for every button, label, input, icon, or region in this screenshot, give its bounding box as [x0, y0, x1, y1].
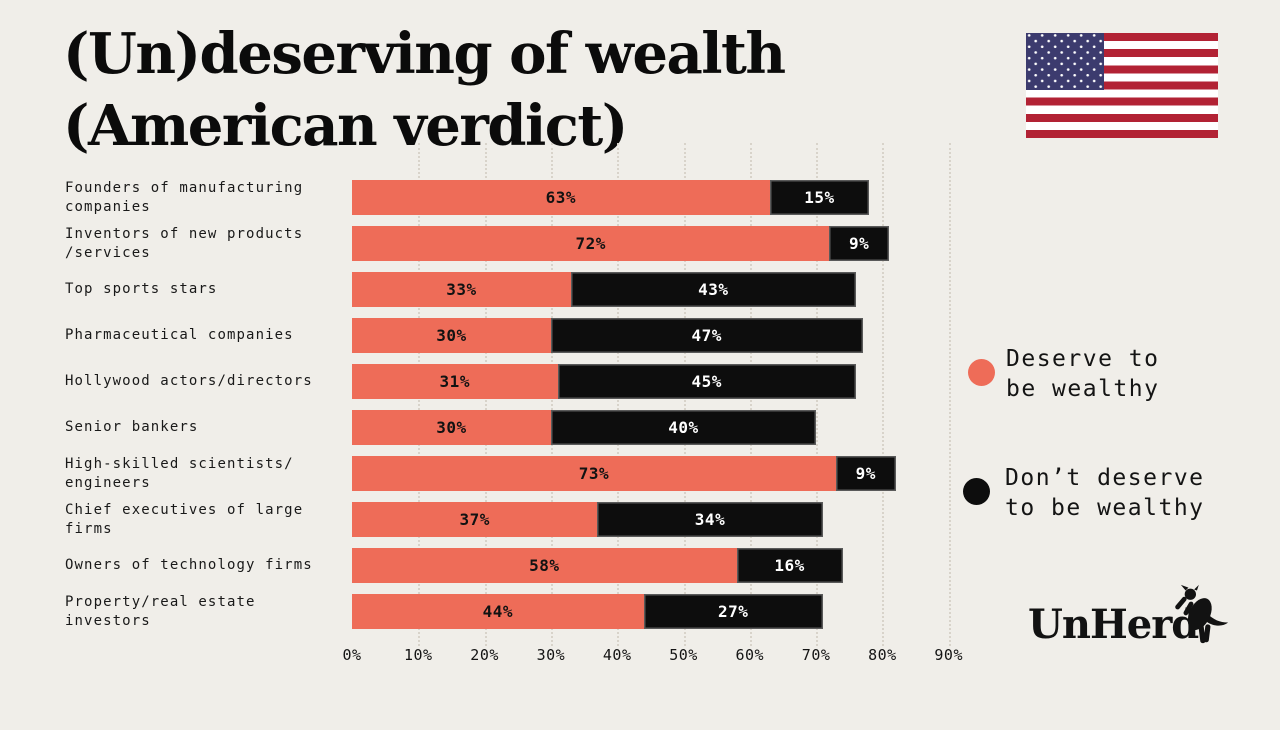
- chart-title-line2: (American verdict): [63, 93, 628, 159]
- bar-value-label: 73%: [578, 464, 610, 483]
- bar-value-label: 16%: [774, 556, 805, 575]
- bar-segment-deserve: 72%: [352, 226, 830, 261]
- bar-segment-deserve: 73%: [352, 456, 836, 491]
- bar-track: 30% 40%: [352, 410, 1015, 445]
- bar-segment-deserve: 30%: [352, 410, 551, 445]
- gridline: [948, 143, 951, 646]
- bar-track: 44% 27%: [352, 594, 1015, 629]
- x-axis-tick: 70%: [801, 646, 831, 664]
- bar-row: Pharmaceutical companies 30% 47%: [65, 318, 1015, 353]
- category-label: Top sports stars: [65, 281, 218, 297]
- bar-value-label: 45%: [691, 372, 722, 391]
- bar-value-label: 9%: [849, 234, 870, 253]
- category-label: Senior bankers: [65, 419, 199, 435]
- x-axis-tick: 50%: [669, 646, 698, 664]
- bar-row: Top sports stars 33% 43%: [65, 272, 1015, 307]
- bar-segment-dont-deserve: 34%: [597, 502, 823, 537]
- bar-segment-deserve: 63%: [352, 180, 770, 215]
- bar-segment-dont-deserve: 27%: [643, 594, 823, 629]
- legend-dot-dont-deserve: [963, 478, 990, 505]
- x-axis-tick: 0%: [342, 646, 362, 664]
- bar-track: 72% 9%: [352, 226, 1015, 261]
- bar-row: High-skilled scientists/engineers 73% 9%: [65, 456, 1015, 491]
- x-axis-tick: 30%: [536, 646, 566, 664]
- x-axis: 0% 10% 20% 30% 40% 50% 60% 70% 80% 90%: [342, 646, 1015, 666]
- bar-value-label: 34%: [694, 510, 726, 529]
- bar-segment-dont-deserve: 47%: [550, 318, 863, 353]
- category-label: High-skilled scientists/engineers: [65, 455, 294, 491]
- bar-row: Founders of manufacturing companies 63% 15%: [65, 180, 1015, 215]
- bar-value-label: 40%: [668, 418, 699, 437]
- bar-value-label: 9%: [855, 464, 876, 483]
- bar-row: Property/real estate investors 44% 27%: [65, 594, 1015, 629]
- bar-value-label: 63%: [545, 188, 577, 207]
- bar-value-label: 30%: [436, 418, 467, 437]
- bar-value-label: 72%: [575, 234, 606, 253]
- x-axis-tick: 90%: [934, 646, 963, 664]
- gridline: [882, 143, 885, 646]
- bar-segment-deserve: 44%: [352, 594, 644, 629]
- bar-row: Owners of technology firms 58% 16%: [65, 548, 1015, 583]
- bar-value-label: 43%: [698, 280, 729, 299]
- bar-value-label: 31%: [439, 372, 470, 391]
- bar-segment-deserve: 58%: [352, 548, 737, 583]
- category-label: Pharmaceutical companies: [65, 327, 294, 343]
- category-label: Inventors of new products/services: [65, 225, 304, 261]
- bar-segment-deserve: 33%: [352, 272, 571, 307]
- legend-label-deserve: Deserve to be wealthy: [1006, 346, 1160, 402]
- bar-track: 63% 15%: [352, 180, 1015, 215]
- category-label: Owners of technology firms: [65, 557, 313, 573]
- bar-segment-deserve: 31%: [352, 364, 558, 399]
- bar-track: 33% 43%: [352, 272, 1015, 307]
- x-axis-tick: 20%: [470, 646, 499, 664]
- bar-segment-deserve: 37%: [352, 502, 598, 537]
- bar-track: 31% 45%: [352, 364, 1015, 399]
- us-flag-icon: [1026, 33, 1218, 138]
- unherd-cow-icon: [1163, 584, 1229, 650]
- bar-segment-deserve: 30%: [352, 318, 551, 353]
- bar-segment-dont-deserve: 40%: [550, 410, 817, 445]
- bar-segment-dont-deserve: 45%: [557, 364, 856, 399]
- bar-track: 58% 16%: [352, 548, 1015, 583]
- category-label: Hollywood actors/directors: [65, 373, 313, 389]
- unherd-logo-text: UnHerd: [1028, 601, 1199, 648]
- bar-track: 30% 47%: [352, 318, 1015, 353]
- bar-segment-dont-deserve: 9%: [835, 456, 896, 491]
- bar-chart: Founders of manufacturing companies 63% 15%…: [65, 180, 1015, 640]
- bar-value-label: 44%: [482, 602, 514, 621]
- bar-value-label: 15%: [804, 188, 835, 207]
- bar-value-label: 37%: [459, 510, 490, 529]
- bar-row: Inventors of new products/services 72% 9%: [65, 226, 1015, 261]
- x-axis-tick: 10%: [404, 646, 433, 664]
- bar-value-label: 27%: [718, 602, 749, 621]
- x-axis-tick: 40%: [602, 646, 632, 664]
- x-axis-tick: 80%: [868, 646, 897, 664]
- bar-segment-dont-deserve: 15%: [769, 180, 870, 215]
- bar-value-label: 58%: [529, 556, 560, 575]
- category-label: Property/real estate investors: [65, 593, 256, 629]
- chart-title: (Un)deserving of wealth (American verdic…: [63, 18, 786, 162]
- category-label: Chief executives of large firms: [65, 501, 304, 537]
- bar-segment-dont-deserve: 9%: [829, 226, 890, 261]
- bar-track: 37% 34%: [352, 502, 1015, 537]
- bar-segment-dont-deserve: 43%: [570, 272, 856, 307]
- us-flag-canton: [1026, 33, 1104, 90]
- bar-row: Hollywood actors/directors 31% 45%: [65, 364, 1015, 399]
- bar-value-label: 30%: [436, 326, 467, 345]
- category-label: Founders of manufacturing companies: [65, 179, 304, 215]
- bar-value-label: 33%: [446, 280, 477, 299]
- chart-title-line1: (Un)deserving of wealth: [63, 21, 786, 87]
- bar-track: 73% 9%: [352, 456, 1015, 491]
- bar-row: Senior bankers 30% 40%: [65, 410, 1015, 445]
- x-axis-tick: 60%: [735, 646, 765, 664]
- bar-value-label: 47%: [691, 326, 722, 345]
- bar-row: Chief executives of large firms 37% 34%: [65, 502, 1015, 537]
- bar-segment-dont-deserve: 16%: [736, 548, 843, 583]
- legend-dot-deserve: [968, 359, 995, 386]
- legend-label-dont-deserve: Don’t deserve to be wealthy: [1005, 465, 1205, 521]
